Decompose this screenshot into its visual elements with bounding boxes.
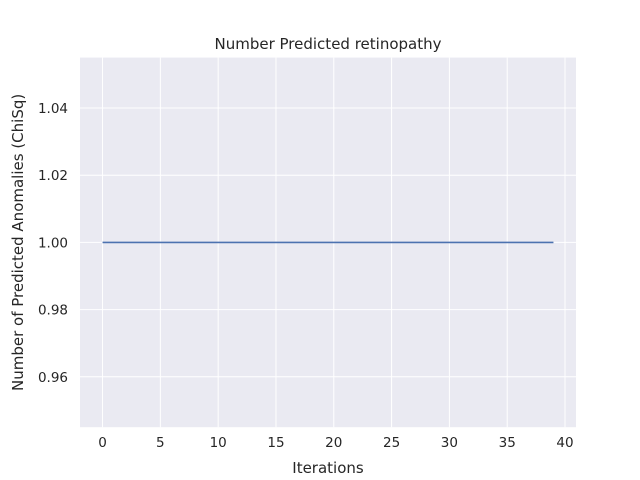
y-tick-label: 1.04 <box>38 101 68 117</box>
x-tick-label: 0 <box>98 435 107 451</box>
y-axis-label: Number of Predicted Anomalies (ChiSq) <box>9 94 27 391</box>
x-tick-label: 20 <box>325 435 342 451</box>
chart-title: Number Predicted retinopathy <box>215 35 442 53</box>
x-tick-label: 25 <box>383 435 400 451</box>
x-tick-label: 10 <box>210 435 227 451</box>
y-tick-label: 1.02 <box>38 168 68 184</box>
x-tick-label: 40 <box>556 435 573 451</box>
y-tick-label: 0.96 <box>38 370 68 386</box>
x-tick-label: 30 <box>441 435 458 451</box>
y-tick-label: 1.00 <box>38 235 68 251</box>
x-tick-label: 35 <box>499 435 516 451</box>
y-tick-label: 0.98 <box>38 303 68 319</box>
x-axis-label: Iterations <box>292 459 364 477</box>
x-tick-label: 5 <box>156 435 165 451</box>
y-tick-labels: 0.96 0.98 1.00 1.02 1.04 <box>38 101 68 386</box>
x-tick-label: 15 <box>267 435 284 451</box>
x-tick-labels: 0 5 10 15 20 25 30 35 40 <box>98 435 573 451</box>
